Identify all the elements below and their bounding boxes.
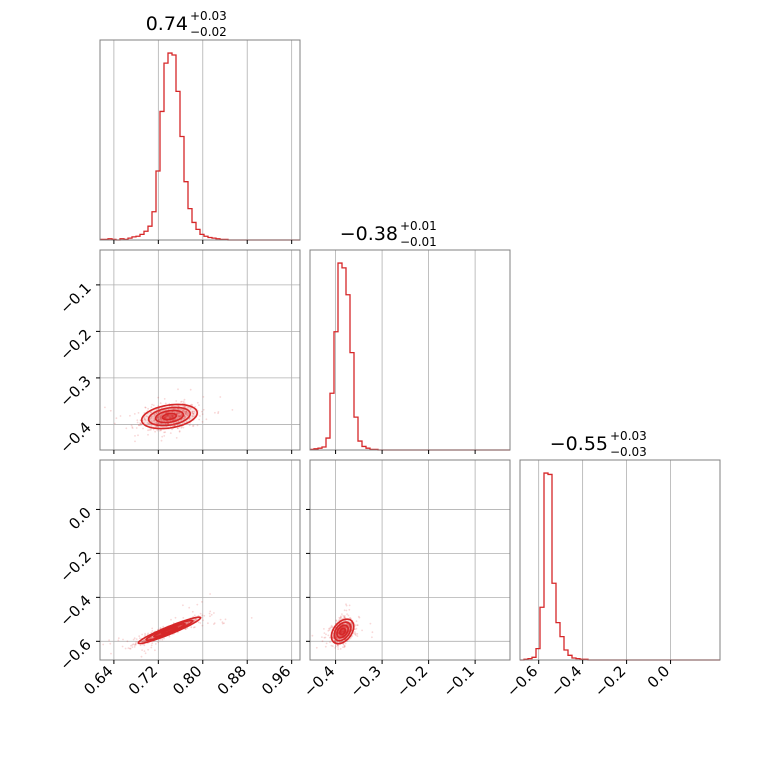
tick-label-x-0-4: 0.96: [258, 662, 294, 698]
contour-0-1-2: [154, 409, 185, 424]
tick-label-y-2-1: −0.4: [56, 591, 94, 629]
histogram-step-1: [310, 262, 510, 451]
joint-panel-1-2: [309, 459, 511, 661]
param-title-1: −0.38 +0.01 −0.01: [340, 219, 437, 249]
param-title-value-1: −0.38: [340, 223, 398, 245]
tick-label-y-2-3: 0.0: [65, 504, 95, 534]
panel-frame-0-2: [99, 459, 301, 661]
panels-layer: [99, 39, 721, 661]
contour-1-2-0: [330, 618, 355, 645]
tick-label-y-1-0: −0.4: [56, 419, 94, 457]
histogram-step-0: [100, 52, 300, 241]
hist-panel-1: [309, 249, 511, 451]
panel-frame-1-2: [309, 459, 511, 661]
panel-frame-diag-1: [309, 249, 511, 451]
tick-label-x-1-1: −0.3: [346, 662, 384, 700]
tick-label-x-0-0: 0.64: [80, 662, 116, 698]
param-title-0: 0.74 +0.03 −0.02: [146, 9, 227, 39]
tick-label-x-0-1: 0.72: [125, 662, 161, 698]
panel-frame-diag-2: [519, 459, 721, 661]
tick-label-x-0-2: 0.80: [169, 662, 205, 698]
tick-label-x-2-1: −0.4: [547, 662, 585, 700]
tick-label-x-1-2: −0.2: [393, 662, 431, 700]
param-title-minus-2: −0.03: [610, 445, 647, 459]
param-title-minus-1: −0.01: [400, 235, 437, 249]
tick-label-x-0-3: 0.88: [214, 662, 250, 698]
ticks-layer: 0.64 0.72 0.80 0.88 0.96 −0.4 −0.3 −0.2 −0.1 −0.6…: [56, 240, 673, 701]
contour-0-2-1: [145, 619, 194, 642]
hist-panel-0: [99, 39, 301, 241]
param-title-plus-1: +0.01: [400, 219, 437, 233]
param-title-minus-0: −0.02: [190, 25, 227, 39]
param-title-plus-2: +0.03: [610, 429, 647, 443]
hist-panel-2: [519, 459, 721, 661]
joint-panel-0-2: [99, 459, 301, 661]
tick-label-x-1-3: −0.1: [439, 662, 477, 700]
panel-frame-diag-0: [99, 39, 301, 241]
joint-panel-0-1: [99, 249, 301, 451]
tick-label-y-1-1: −0.3: [56, 372, 94, 410]
param-title-value-2: −0.55: [550, 433, 608, 455]
tick-label-y-2-0: −0.6: [56, 635, 94, 673]
tick-label-x-2-2: −0.2: [591, 662, 629, 700]
contour-0-1-3: [161, 412, 178, 421]
param-title-plus-0: +0.03: [190, 9, 227, 23]
titles-layer: 0.74 +0.03−0.02−0.38 +0.01−0.01−0.55 +0.03−…: [146, 9, 647, 459]
histogram-step-2: [520, 472, 720, 661]
param-title-2: −0.55 +0.03 −0.03: [550, 429, 647, 459]
contour-1-2-3: [338, 627, 347, 636]
tick-label-y-2-2: −0.2: [56, 548, 94, 586]
tick-label-x-1-0: −0.4: [300, 662, 338, 700]
tick-label-y-1-2: −0.2: [56, 325, 94, 363]
tick-label-x-2-3: 0.0: [644, 662, 674, 692]
tick-label-y-1-3: −0.1: [56, 279, 94, 317]
param-title-value-0: 0.74: [146, 13, 188, 35]
contour-0-2-3: [160, 626, 179, 635]
tick-label-x-2-0: −0.6: [503, 662, 541, 700]
contour-0-1-0: [140, 403, 199, 430]
panel-frame-0-1: [99, 249, 301, 451]
